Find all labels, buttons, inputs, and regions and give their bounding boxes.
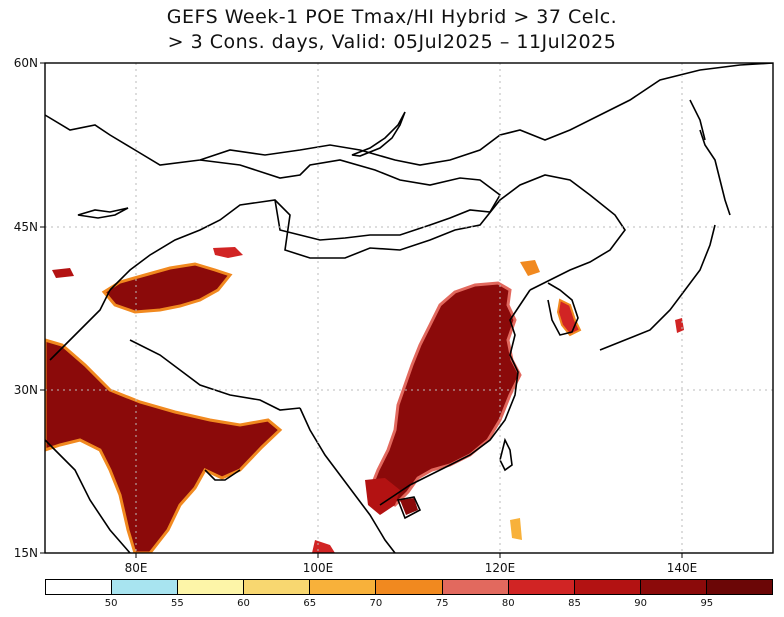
map-frame [44,62,774,554]
colorbar-label: 90 [634,598,647,609]
map-borders [45,63,773,553]
map-title-line2: > 3 Cons. days, Valid: 05Jul2025 – 11Jul… [167,31,617,53]
colorbar-label: 85 [568,598,581,609]
lake-balkhash [77,207,129,219]
sakhalin-coast [689,99,706,141]
lon-label-100e: 100E [303,561,334,575]
china-border [109,174,626,291]
lon-label-80e: 80E [125,561,148,575]
colorbar [45,579,773,595]
colorbar-label: 75 [435,598,449,609]
map-title-line1: GEFS Week-1 POE Tmax/HI Hybrid > 37 Celc… [166,6,618,28]
colorbar-label: 65 [303,598,317,609]
colorbar-labels: 50 55 60 65 70 75 80 85 90 95 [45,598,773,612]
hot-region-philippines [510,518,522,540]
colorbar-box [46,580,113,594]
hot-region-tarim [101,262,233,314]
hot-region-dzungaria [213,247,243,258]
lake-baikal [351,111,406,157]
colorbar-box [508,580,575,594]
lat-label-45n: 45N [14,220,38,234]
colorbar-label: 70 [369,598,383,609]
hot-region-east-china [368,281,522,507]
axis-ticks [40,62,683,558]
colorbar-label: 60 [237,598,250,609]
hot-region-kazakh [52,268,74,278]
colorbar-label: 50 [104,598,118,609]
probability-shading [45,247,684,553]
colorbar-box [178,580,245,594]
colorbar-box [310,580,377,594]
hot-region-hainan [400,498,418,515]
lat-label-30n: 30N [14,383,38,397]
colorbar-label: 55 [170,598,184,609]
colorbar-label: 80 [501,598,515,609]
lat-label-15n: 15N [14,546,38,560]
colorbar-box [442,580,509,594]
colorbar-box [640,580,707,594]
colorbar-label: 95 [700,598,714,609]
hot-region-manchuria [520,260,540,276]
colorbar-box [706,580,773,594]
japan-coast [599,129,731,351]
lon-label-140e: 140E [667,561,698,575]
korea-coast [547,282,579,336]
colorbar-box [244,580,311,594]
indochina-coast [299,407,396,553]
hot-region-south-china [365,478,400,515]
coastline [45,63,773,166]
colorbar-box [574,580,641,594]
colorbar-box [112,580,179,594]
lat-label-60n: 60N [14,56,38,70]
taiwan-coast [499,437,513,472]
hainan-coast [396,496,422,520]
china-coast [379,289,531,506]
colorbar-box [376,580,443,594]
india-coast [45,439,241,553]
lon-label-120e: 120E [485,561,516,575]
graticule [45,63,773,553]
